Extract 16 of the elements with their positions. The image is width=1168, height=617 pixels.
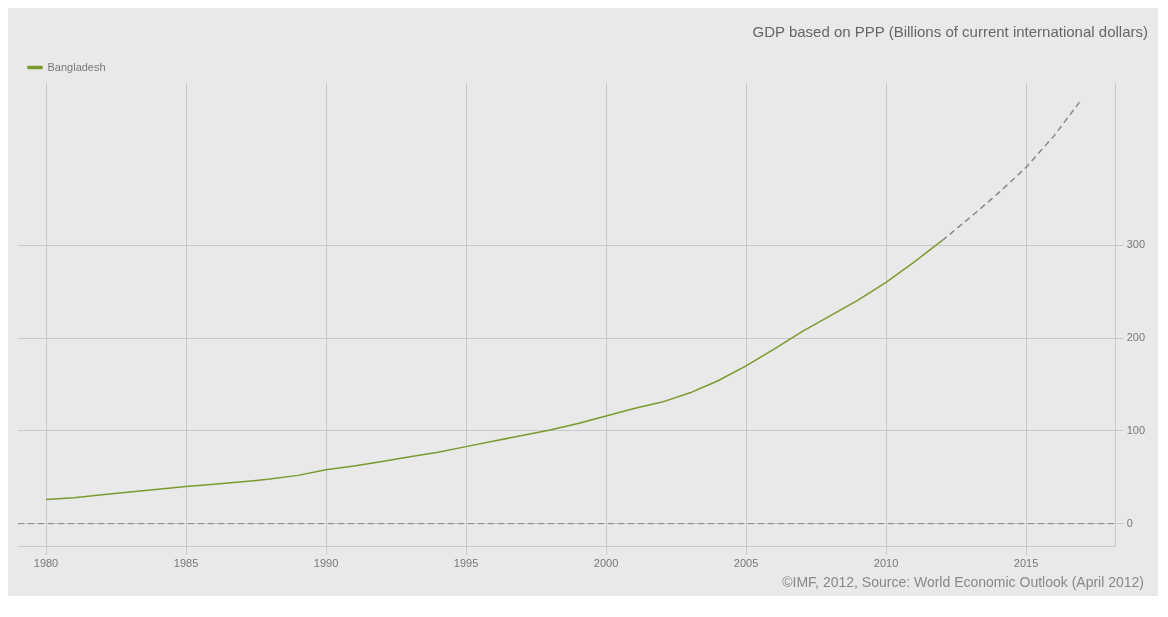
text: ©IMF, 2012, Source: World Economic Outlook (April 2012): [781, 574, 1145, 590]
x-tick-label: 2015: [1013, 557, 1039, 570]
y-tick-label: 300: [1126, 238, 1146, 251]
y-tick-label: 100: [1126, 423, 1146, 436]
y-tick-label: 200: [1126, 331, 1146, 344]
legend-label: Bangladesh: [47, 60, 106, 73]
line-series: [941, 98, 1083, 242]
x-tick-label: 2005: [733, 557, 759, 570]
x-tick-label: 2010: [873, 557, 899, 570]
y-tick-label: 0: [1126, 516, 1133, 529]
x-tick-label: 1985: [173, 557, 199, 570]
x-tick-label: 1980: [33, 557, 59, 570]
chart-title: GDP based on PPP (Billions of current international dollars): [752, 23, 1148, 41]
x-tick-label: 1995: [453, 557, 479, 570]
x-tick-label: 1990: [313, 557, 339, 570]
x-tick-label: 2000: [593, 557, 619, 570]
